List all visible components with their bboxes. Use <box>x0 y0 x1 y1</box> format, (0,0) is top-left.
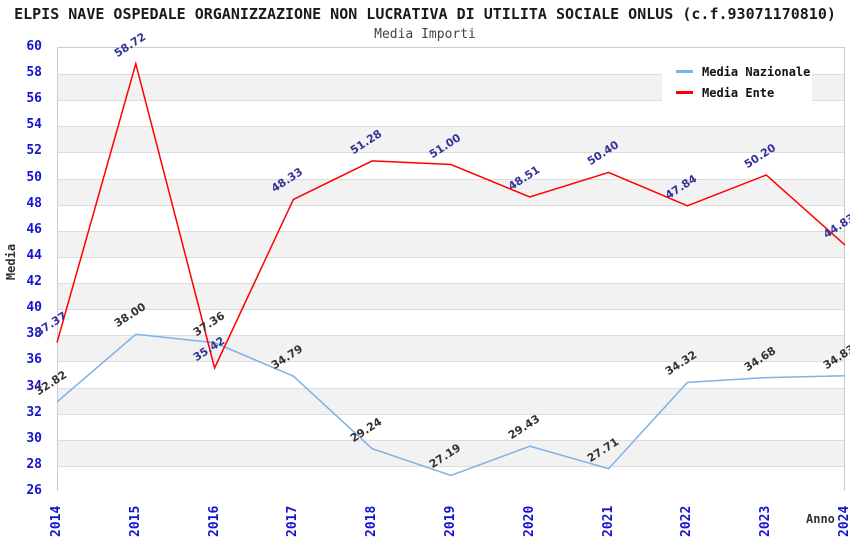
y-tick-label: 32 <box>26 404 42 420</box>
gridline <box>58 439 844 441</box>
y-tick-label: 46 <box>26 221 42 237</box>
background-band <box>58 100 844 127</box>
legend-label: Media Ente <box>702 85 775 100</box>
background-band <box>58 309 844 336</box>
x-axis-title: Anno <box>806 512 835 526</box>
x-tick-label: 2016 <box>206 505 222 537</box>
plot-area <box>57 47 845 492</box>
legend-label: Media Nazionale <box>702 64 811 79</box>
x-tick-label: 2019 <box>443 505 458 537</box>
y-tick-label: 52 <box>26 143 42 159</box>
gridline <box>58 309 844 311</box>
background-band <box>58 283 844 310</box>
chart-subtitle: Media Importi <box>374 27 476 42</box>
legend-item-media-nazionale: Media Nazionale <box>676 61 812 82</box>
y-tick-label: 26 <box>26 483 42 498</box>
background-band <box>58 230 844 257</box>
gridline <box>58 204 844 206</box>
gridline <box>58 256 844 258</box>
y-tick-label: 60 <box>26 39 42 54</box>
y-tick-label: 48 <box>26 195 42 211</box>
gridline <box>58 413 844 415</box>
background-band <box>58 335 844 362</box>
y-tick-label: 54 <box>26 117 42 133</box>
y-tick-label: 44 <box>26 247 42 263</box>
chart-title: ELPIS NAVE OSPEDALE ORGANIZZAZIONE NON L… <box>14 5 836 23</box>
y-tick-label: 36 <box>26 352 42 368</box>
gridline <box>58 465 844 467</box>
gridline <box>58 178 844 180</box>
gridline <box>58 152 844 154</box>
background-band <box>58 413 844 440</box>
gridline <box>58 335 844 337</box>
y-axis-title: Media <box>4 243 18 281</box>
y-tick-label: 28 <box>26 456 42 472</box>
legend-item-media-ente: Media Ente <box>676 82 812 103</box>
gridline <box>58 126 844 128</box>
x-tick-label: 2015 <box>127 505 143 537</box>
gridline <box>58 283 844 285</box>
x-tick-label: 2023 <box>758 505 774 537</box>
background-band <box>58 204 844 231</box>
y-tick-label: 50 <box>26 169 42 185</box>
y-tick-label: 56 <box>26 91 42 107</box>
legend-line-sample-blue <box>676 70 693 73</box>
y-tick-label: 30 <box>26 430 42 446</box>
gridline <box>58 387 844 389</box>
gridline <box>58 230 844 232</box>
x-tick-label: 2017 <box>285 505 301 537</box>
background-band <box>58 152 844 179</box>
y-tick-label: 40 <box>26 300 42 316</box>
y-tick-label: 58 <box>26 65 42 81</box>
x-tick-label: 2024 <box>837 505 850 537</box>
x-tick-label: 2021 <box>600 505 616 537</box>
background-band <box>58 178 844 205</box>
x-tick-label: 2014 <box>49 505 64 537</box>
x-tick-label: 2018 <box>364 505 380 537</box>
background-band <box>58 256 844 284</box>
y-tick-label: 34 <box>26 378 42 394</box>
legend: Media Nazionale Media Ente <box>662 55 812 103</box>
background-band <box>58 465 844 492</box>
x-tick-label: 2020 <box>521 505 537 537</box>
y-tick-label: 38 <box>26 326 42 342</box>
x-tick-label: 2022 <box>679 505 695 537</box>
background-band <box>58 361 844 388</box>
background-band <box>58 387 844 414</box>
legend-line-sample-red <box>676 91 693 94</box>
gridline <box>58 361 844 363</box>
y-tick-label: 42 <box>26 274 42 290</box>
